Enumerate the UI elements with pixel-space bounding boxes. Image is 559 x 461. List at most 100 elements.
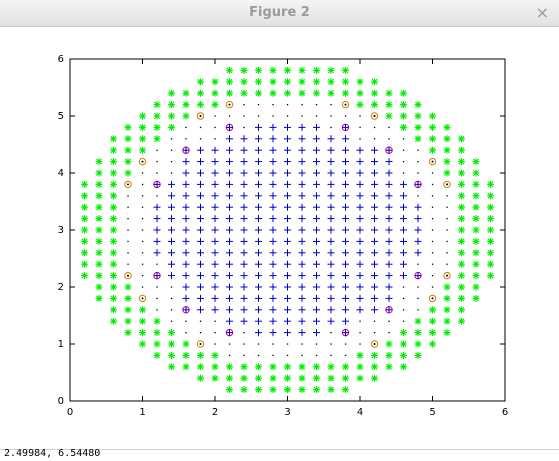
plus-point (298, 158, 306, 166)
dot-point (446, 252, 448, 254)
plus-point (255, 260, 262, 268)
dot-point (286, 354, 289, 357)
star-point (124, 169, 132, 177)
x-tick-label: 3 (284, 407, 290, 418)
plus-point (226, 158, 233, 166)
star-point (182, 340, 190, 348)
plus-point (255, 123, 262, 131)
plus-point (313, 226, 320, 234)
dot-point (257, 354, 260, 357)
plus-point (327, 317, 335, 325)
plus-point (211, 158, 219, 166)
star-point (356, 101, 364, 109)
plus-point (240, 283, 248, 291)
star-point (95, 203, 103, 211)
plus-point (182, 169, 190, 177)
star-point (95, 215, 103, 223)
star-point (197, 351, 204, 359)
dot-point (257, 115, 260, 117)
dot-point (402, 172, 405, 174)
plus-point (356, 192, 364, 200)
dot-point (141, 195, 144, 197)
outer-boundary-point (138, 157, 147, 166)
scatter-chart[interactable]: 0 1 2 3 4 5 6 0 1 2 3 4 5 6 (0, 27, 559, 449)
star-point (342, 89, 349, 97)
star-point (168, 112, 175, 120)
star-point (95, 272, 103, 280)
star-point (414, 317, 422, 325)
star-point (487, 237, 494, 245)
dot-point (417, 263, 419, 265)
plot-area[interactable]: 0 1 2 3 4 5 6 0 1 2 3 4 5 6 (0, 27, 559, 449)
plus-point (298, 249, 306, 257)
dot-point (170, 172, 173, 174)
star-point (487, 180, 494, 188)
dot-point (141, 240, 144, 243)
plus-point (298, 272, 306, 280)
star-point (168, 340, 175, 348)
close-icon[interactable]: × (535, 3, 549, 22)
plus-point (414, 215, 422, 223)
star-point (298, 363, 306, 371)
dot-point (156, 195, 158, 197)
dot-point (431, 172, 434, 174)
dot-point (446, 206, 448, 208)
dot-point (344, 115, 347, 117)
plus-point (240, 306, 248, 314)
plus-point (211, 294, 219, 302)
inner-boundary-point (153, 180, 161, 189)
star-point (81, 180, 88, 188)
x-tick-label: 2 (212, 407, 218, 418)
dot-point (373, 126, 376, 129)
inner-boundary-plus (153, 272, 161, 280)
inner-boundary-point (225, 123, 234, 132)
plus-point (356, 283, 364, 291)
plus-point (313, 203, 320, 211)
plus-point (327, 192, 335, 200)
star-point (385, 340, 393, 348)
star-point (487, 260, 494, 268)
dot-point (417, 309, 419, 311)
plus-point (298, 260, 306, 268)
star-point (110, 317, 117, 325)
y-tick-label: 5 (58, 111, 64, 122)
star-point (458, 226, 465, 234)
outer-boundary-point (443, 271, 451, 280)
star-point (255, 386, 262, 394)
star-point (124, 283, 132, 291)
plus-point (226, 272, 233, 280)
outer-boundary-point (196, 112, 205, 120)
plus-point (356, 180, 364, 188)
inner-boundary-point (414, 180, 422, 189)
plus-point (327, 249, 335, 257)
plus-point (255, 146, 262, 154)
star-point (385, 351, 393, 359)
plus-point (211, 272, 219, 280)
dot-point (402, 149, 405, 151)
star-point (269, 66, 277, 74)
dot-point (228, 115, 231, 117)
dot-point (127, 263, 129, 265)
plus-point (226, 283, 233, 291)
plus-point (240, 260, 248, 268)
star-point (313, 386, 320, 394)
star-point (124, 329, 132, 337)
star-point (153, 329, 161, 337)
star-point (269, 89, 277, 97)
plus-point (168, 260, 175, 268)
plus-point (197, 272, 204, 280)
star-point (110, 135, 117, 143)
dot-point (170, 320, 173, 322)
dot-point (141, 183, 144, 186)
plus-point (327, 146, 335, 154)
plus-point (313, 192, 320, 200)
plus-point (284, 226, 291, 234)
plus-point (240, 135, 248, 143)
star-point (472, 237, 480, 245)
plus-point (313, 260, 320, 268)
plus-point (342, 180, 349, 188)
plus-point (255, 283, 262, 291)
star-point (95, 169, 103, 177)
star-point (414, 101, 422, 109)
dot-point (141, 286, 144, 288)
